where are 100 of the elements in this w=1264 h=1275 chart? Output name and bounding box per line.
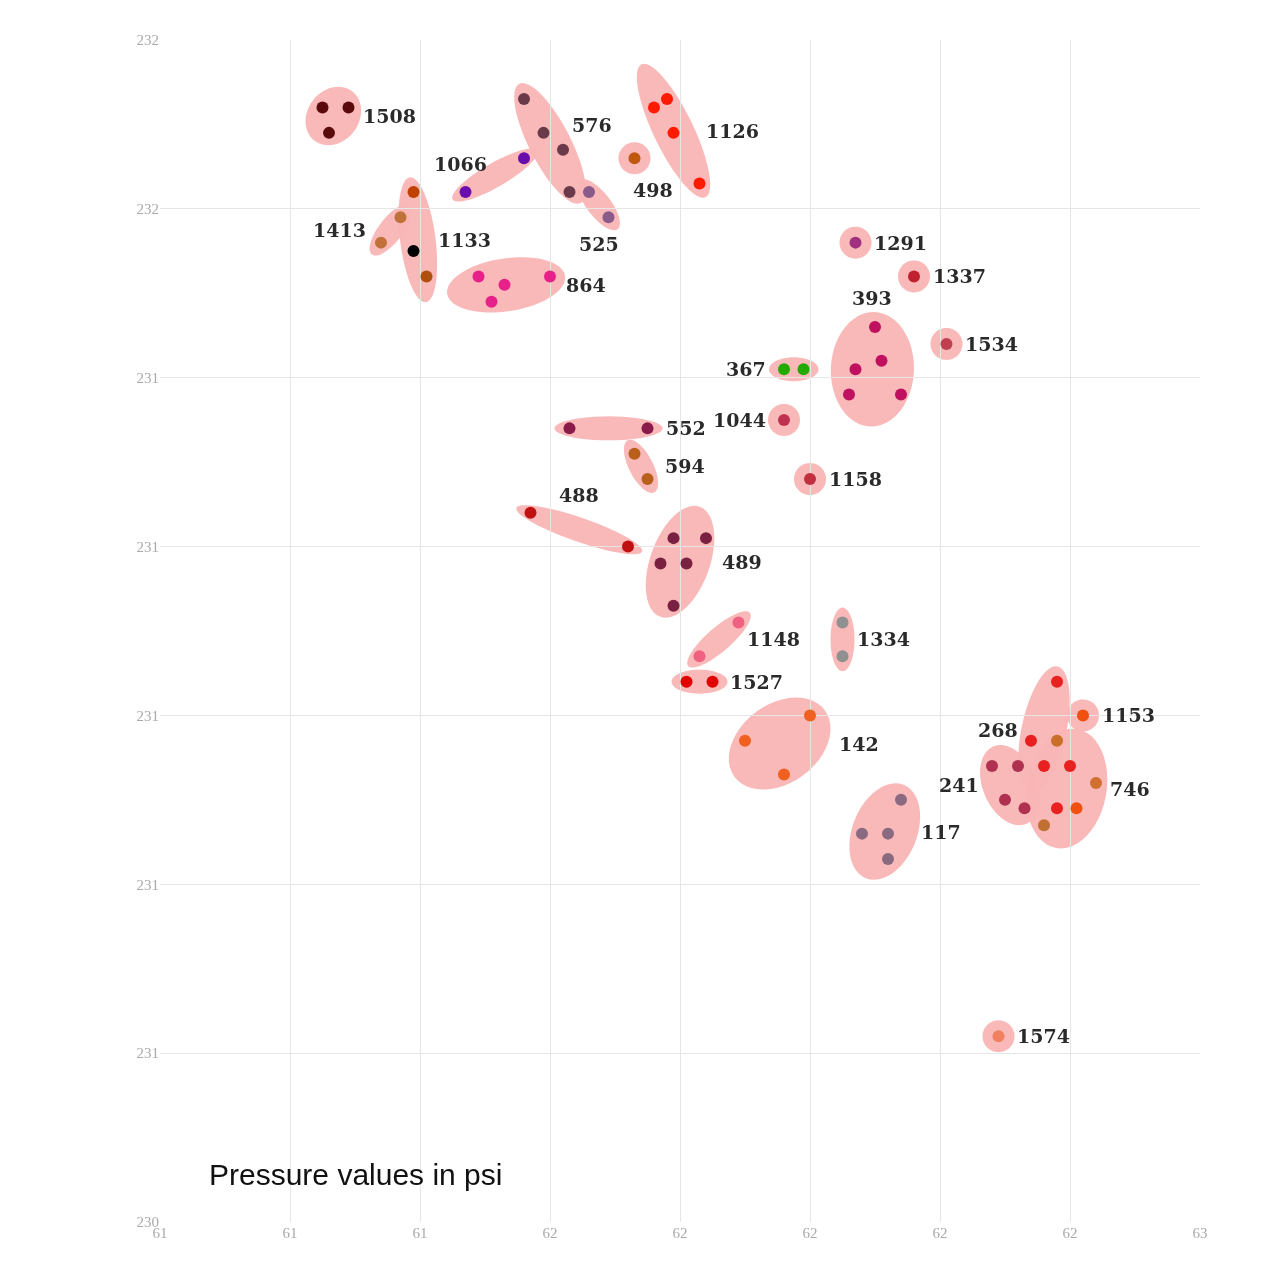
- series-label: 241: [939, 774, 979, 796]
- x-tick-label: 62: [672, 1225, 688, 1241]
- point: [641, 473, 654, 486]
- point: [700, 532, 712, 545]
- series-label: 142: [839, 733, 879, 755]
- point: [804, 709, 816, 722]
- point: [459, 185, 472, 198]
- series-label: 1337: [933, 265, 986, 287]
- point: [394, 211, 407, 224]
- point: [1038, 819, 1050, 832]
- series-label: 552: [666, 417, 706, 439]
- point: [836, 650, 849, 663]
- point: [999, 793, 1011, 806]
- point: [498, 278, 511, 291]
- point: [518, 152, 530, 165]
- point: [778, 768, 790, 781]
- series-label: 1413: [313, 219, 366, 241]
- point: [544, 270, 556, 283]
- point: [661, 93, 673, 106]
- x-tick-label: 63: [1192, 1225, 1208, 1241]
- series-label: 117: [921, 821, 961, 843]
- point: [563, 422, 576, 435]
- x-tick-label: 61: [282, 1225, 298, 1241]
- point: [557, 143, 569, 156]
- point: [732, 616, 745, 629]
- x-tick-label: 62: [1062, 1225, 1078, 1241]
- point: [1051, 802, 1063, 815]
- point: [680, 675, 693, 688]
- series-label: 1534: [965, 333, 1018, 355]
- series-label: 525: [579, 233, 619, 255]
- point: [797, 363, 810, 376]
- y-tick-label: 231: [136, 1045, 159, 1062]
- x-tick-label: 62: [542, 1225, 558, 1241]
- point: [1051, 734, 1063, 747]
- series-label: 488: [559, 484, 599, 506]
- series-label: 1291: [874, 232, 927, 254]
- y-tick-label: 231: [136, 876, 159, 893]
- y-tick-label: 231: [136, 538, 159, 555]
- point: [856, 827, 868, 840]
- series-label: 1133: [438, 229, 491, 251]
- point: [537, 126, 550, 139]
- y-tick-label: 231: [136, 369, 159, 386]
- point: [895, 793, 907, 806]
- series-label: 489: [722, 551, 762, 573]
- point: [667, 599, 680, 612]
- point: [680, 557, 693, 570]
- series-label: 498: [633, 179, 673, 201]
- series-label: 367: [726, 358, 766, 380]
- point: [485, 295, 498, 308]
- point: [342, 101, 355, 114]
- point: [882, 852, 894, 865]
- point: [472, 270, 485, 283]
- point: [778, 363, 790, 376]
- x-tick-label: 61: [412, 1225, 428, 1241]
- point: [1018, 802, 1031, 815]
- series-label: 1126: [706, 120, 759, 142]
- point: [706, 675, 719, 688]
- point: [654, 557, 667, 570]
- series-label: 864: [566, 274, 606, 296]
- annotation: Pressure values in psi: [209, 1158, 503, 1191]
- point: [895, 388, 907, 401]
- point: [836, 616, 849, 629]
- series-label: 1044: [713, 409, 766, 431]
- x-tick-label: 62: [932, 1225, 948, 1241]
- point: [693, 650, 706, 663]
- point: [407, 245, 420, 258]
- point: [986, 760, 998, 773]
- point: [602, 211, 615, 224]
- series-label: 1153: [1102, 704, 1155, 726]
- point: [583, 185, 595, 198]
- point: [518, 93, 530, 106]
- series-label: 393: [852, 287, 892, 309]
- y-tick-label: 231: [136, 707, 159, 724]
- point: [667, 126, 680, 139]
- point: [875, 354, 888, 367]
- x-tick-label: 62: [802, 1225, 818, 1241]
- point: [323, 126, 335, 139]
- point: [316, 101, 329, 114]
- point: [667, 532, 680, 545]
- series-label: 746: [1110, 778, 1150, 800]
- point: [648, 101, 660, 114]
- point: [375, 236, 387, 249]
- y-tick-label: 232: [136, 32, 159, 49]
- series-label: 1574: [1017, 1025, 1070, 1047]
- point: [628, 447, 641, 460]
- point: [1070, 802, 1083, 815]
- series-label: 268: [978, 719, 1018, 741]
- point: [1012, 760, 1024, 773]
- point: [869, 321, 881, 334]
- series-label: 1148: [747, 628, 800, 650]
- series-label: 1158: [829, 468, 882, 490]
- point: [849, 363, 862, 376]
- point: [622, 540, 634, 553]
- point: [693, 177, 706, 190]
- point: [1038, 760, 1050, 773]
- point: [882, 827, 894, 840]
- point: [524, 506, 537, 519]
- point: [739, 734, 751, 747]
- series-label: 1508: [363, 105, 416, 127]
- series-label: 594: [665, 455, 705, 477]
